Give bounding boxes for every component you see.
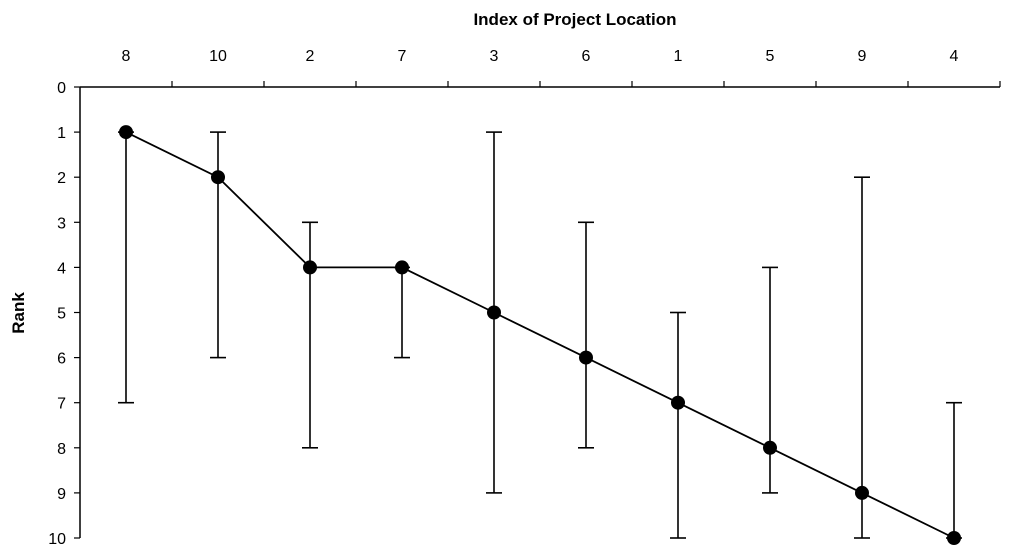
x-tick-label: 9 [858, 48, 867, 65]
y-axis-ticks [74, 86, 80, 539]
error-bars [118, 131, 962, 539]
y-axis-title: Rank [9, 292, 28, 334]
y-tick-label: 0 [57, 80, 66, 97]
data-point [395, 260, 409, 275]
data-points [119, 125, 961, 545]
data-point [763, 440, 777, 455]
x-tick-label: 7 [398, 48, 407, 65]
x-tick-label: 1 [674, 48, 683, 65]
data-point [119, 125, 133, 140]
x-axis-title: Index of Project Location [473, 10, 676, 29]
y-axis-tick-labels: 0 1 2 3 4 5 6 7 8 9 10 [48, 80, 66, 548]
y-tick-label: 9 [57, 486, 66, 503]
y-tick-label: 8 [57, 441, 66, 458]
y-tick-label: 4 [57, 260, 66, 277]
x-tick-label: 4 [950, 48, 959, 65]
x-tick-label: 3 [490, 48, 499, 65]
data-point [303, 260, 317, 275]
series-line [125, 131, 955, 539]
data-point [579, 350, 593, 365]
data-point [947, 531, 961, 545]
y-tick-label: 3 [57, 215, 66, 232]
y-tick-label: 6 [57, 351, 66, 368]
y-tick-label: 5 [57, 306, 66, 323]
x-axis-ticks [171, 81, 1001, 87]
x-tick-label: 6 [582, 48, 591, 65]
data-point [855, 485, 869, 500]
x-tick-label: 10 [209, 48, 227, 65]
y-tick-label: 2 [57, 170, 66, 187]
data-point [671, 395, 685, 410]
x-tick-label: 8 [122, 48, 131, 65]
y-tick-label: 7 [57, 396, 66, 413]
data-point [487, 305, 501, 320]
y-tick-label: 1 [57, 125, 66, 142]
x-tick-label: 5 [766, 48, 775, 65]
y-tick-label: 10 [48, 531, 66, 548]
x-tick-label: 2 [306, 48, 315, 65]
x-axis-tick-labels: 8 10 2 7 3 6 1 5 9 4 [122, 48, 959, 65]
data-point [211, 170, 225, 185]
